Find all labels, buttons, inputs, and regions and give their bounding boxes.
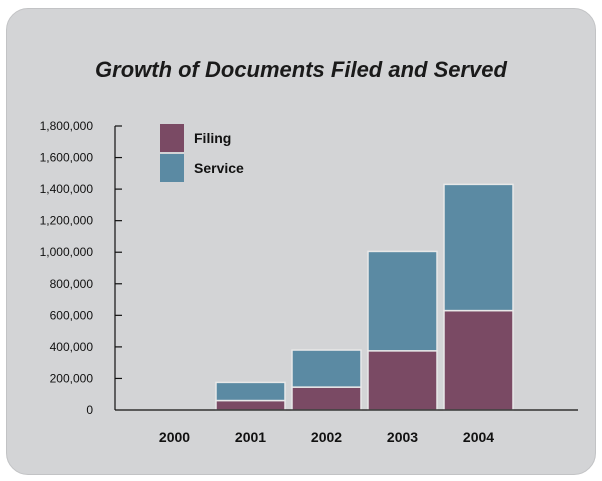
y-tick-label: 1,800,000 — [40, 119, 94, 133]
y-tick-label: 400,000 — [50, 340, 94, 354]
bar-service-2004 — [443, 183, 514, 312]
bar-filing-2004 — [443, 309, 514, 411]
legend-swatch-service — [160, 154, 184, 182]
bar-service-2002 — [291, 349, 362, 388]
bar-filing-2002 — [291, 386, 362, 411]
y-tick-label: 600,000 — [50, 308, 94, 322]
y-tick-label: 800,000 — [50, 277, 94, 291]
y-tick-label: 0 — [86, 403, 93, 417]
legend: Filing Service — [160, 124, 244, 182]
bar-filing-2003 — [367, 350, 438, 411]
x-tick-label: 2003 — [387, 429, 418, 445]
x-axis: 2000 2001 2002 2003 2004 — [115, 409, 578, 445]
legend-label-filing: Filing — [194, 130, 231, 146]
x-tick-label: 2002 — [311, 429, 342, 445]
y-tick-label: 200,000 — [50, 371, 94, 385]
y-axis: 0 200,000 400,000 600,000 800,000 1,000,000 1,… — [40, 119, 122, 417]
x-tick-label: 2004 — [463, 429, 494, 445]
y-tick-label: 1,000,000 — [40, 245, 94, 259]
chart-title: Growth of Documents Filed and Served — [95, 57, 508, 82]
bar-service-2003 — [367, 250, 438, 352]
bar-service-2001 — [215, 381, 286, 402]
y-tick-label: 1,400,000 — [40, 182, 94, 196]
x-tick-label: 2001 — [235, 429, 266, 445]
bars — [215, 183, 514, 411]
x-tick-label: 2000 — [159, 429, 190, 445]
legend-swatch-filing — [160, 124, 184, 152]
y-tick-label: 1,200,000 — [40, 214, 94, 228]
bar-filing-2001 — [215, 399, 286, 411]
legend-label-service: Service — [194, 160, 244, 176]
y-tick-label: 1,600,000 — [40, 151, 94, 165]
